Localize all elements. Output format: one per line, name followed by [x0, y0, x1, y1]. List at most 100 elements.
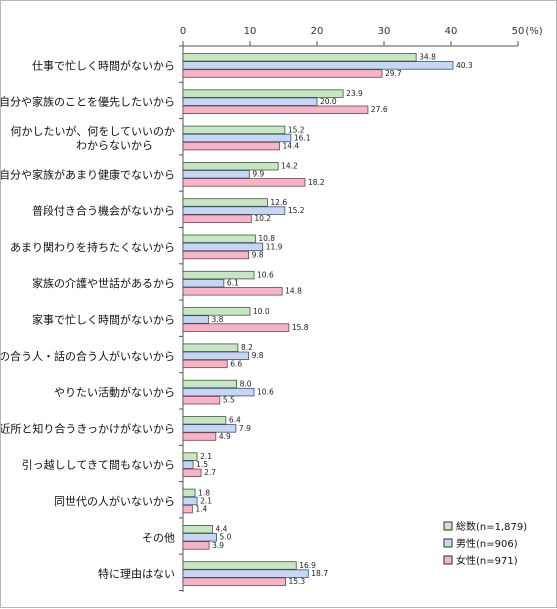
bar — [182, 452, 198, 461]
data-label: 18.7 — [311, 569, 328, 578]
x-tick-label: 50 — [512, 26, 525, 37]
data-label: 15.3 — [289, 577, 306, 586]
data-label: 40.3 — [456, 61, 473, 70]
category-label: 自分や家族のことを優先したいから — [1, 95, 175, 109]
data-label: 2.1 — [200, 452, 212, 461]
category-label: 仕事で忙しく時間がないから — [32, 58, 175, 72]
bar — [182, 69, 383, 78]
bar — [182, 525, 213, 534]
bar — [182, 561, 297, 570]
bar — [182, 359, 228, 369]
data-label: 29.7 — [385, 69, 402, 78]
data-label: 15.2 — [288, 125, 305, 134]
data-label: 14.8 — [285, 287, 302, 296]
data-label: 1.4 — [195, 505, 207, 514]
x-tick-label: 30 — [378, 26, 391, 37]
bar — [182, 533, 217, 542]
data-label: 9.8 — [252, 351, 264, 360]
bar — [182, 315, 209, 324]
bar — [182, 141, 280, 151]
data-label: 15.8 — [292, 323, 309, 332]
data-label: 6.4 — [229, 416, 241, 425]
bar — [182, 343, 239, 352]
bar — [182, 161, 279, 171]
unit-label: (%) — [525, 26, 542, 37]
category-label: 気の合う人・話の合う人がいないから — [1, 349, 175, 363]
bar — [182, 97, 318, 106]
bar — [182, 105, 369, 114]
bar — [182, 569, 309, 578]
data-label: 5.5 — [223, 396, 235, 405]
data-label: 6.1 — [227, 279, 239, 288]
category-label: 引っ越ししてきて間もないから — [22, 458, 175, 472]
data-label: 11.9 — [266, 242, 283, 251]
data-label: 5.0 — [220, 533, 232, 542]
data-label: 14.4 — [282, 142, 299, 151]
data-label: 27.6 — [371, 105, 388, 114]
bar — [182, 460, 194, 469]
data-label: 10.0 — [253, 307, 270, 316]
data-label: 4.4 — [215, 525, 227, 534]
data-label: 10.8 — [258, 234, 275, 243]
bar — [182, 178, 306, 187]
data-label: 16.1 — [294, 133, 311, 142]
data-label: 1.8 — [198, 488, 210, 497]
bar — [182, 198, 268, 207]
category-label: 家事で忙しく時間がないから — [32, 313, 175, 327]
legend-entry: 男性(n=906) — [456, 537, 518, 550]
bar — [182, 53, 417, 62]
category-label: あまり関わりを持ちたくないから — [10, 240, 175, 254]
bar — [182, 234, 256, 243]
bar — [182, 214, 252, 223]
bar — [182, 395, 221, 405]
bar — [182, 424, 237, 433]
bar — [182, 323, 290, 332]
bar — [182, 488, 196, 498]
data-label: 20.0 — [320, 97, 337, 106]
data-label: 7.9 — [239, 424, 251, 433]
data-label: 6.6 — [230, 359, 242, 368]
bar — [182, 206, 286, 215]
data-label: 14.2 — [281, 162, 298, 171]
category-label: その他 — [142, 531, 175, 544]
data-label: 9.9 — [252, 170, 264, 179]
bar — [182, 577, 286, 586]
bar — [182, 416, 227, 425]
category-label: やりたい活動がないから — [54, 385, 175, 399]
category-label: 同世代の人がいないから — [54, 494, 175, 508]
category-label: 普段付き合う機会がないから — [32, 204, 175, 218]
legend-entry: 総数(n=1,879) — [456, 520, 527, 533]
x-tick-label: 10 — [244, 26, 257, 37]
category-label: 特に理由はない — [98, 567, 175, 581]
legend-swatch — [443, 555, 453, 565]
category-label: 家族の介護や世話があるから — [32, 276, 175, 290]
x-tick-label: 0 — [180, 26, 186, 37]
bar — [182, 351, 250, 360]
data-label: 10.6 — [257, 271, 274, 280]
category-label: 何かしたいが、何をしていいのか — [11, 124, 175, 138]
bar — [182, 379, 237, 389]
bar — [182, 61, 454, 70]
legend-swatch — [443, 521, 453, 531]
data-label: 18.2 — [308, 178, 325, 187]
bar — [182, 270, 255, 280]
legend-swatch — [443, 538, 453, 548]
data-label: 10.2 — [254, 214, 271, 223]
data-label: 4.9 — [219, 432, 231, 441]
bar — [182, 170, 250, 179]
data-label: 34.8 — [419, 53, 436, 62]
data-label: 8.0 — [240, 379, 252, 388]
data-label: 12.6 — [270, 198, 287, 207]
data-label: 16.9 — [299, 561, 316, 570]
data-label: 9.8 — [252, 250, 264, 259]
bar — [182, 287, 283, 296]
bar — [182, 504, 193, 514]
data-label: 15.2 — [288, 206, 305, 215]
data-label: 2.7 — [204, 468, 216, 477]
data-label: 1.5 — [196, 460, 208, 469]
category-label: わからないから — [76, 139, 153, 152]
bar — [182, 541, 210, 550]
data-label: 23.9 — [346, 89, 363, 98]
bar — [182, 307, 251, 316]
